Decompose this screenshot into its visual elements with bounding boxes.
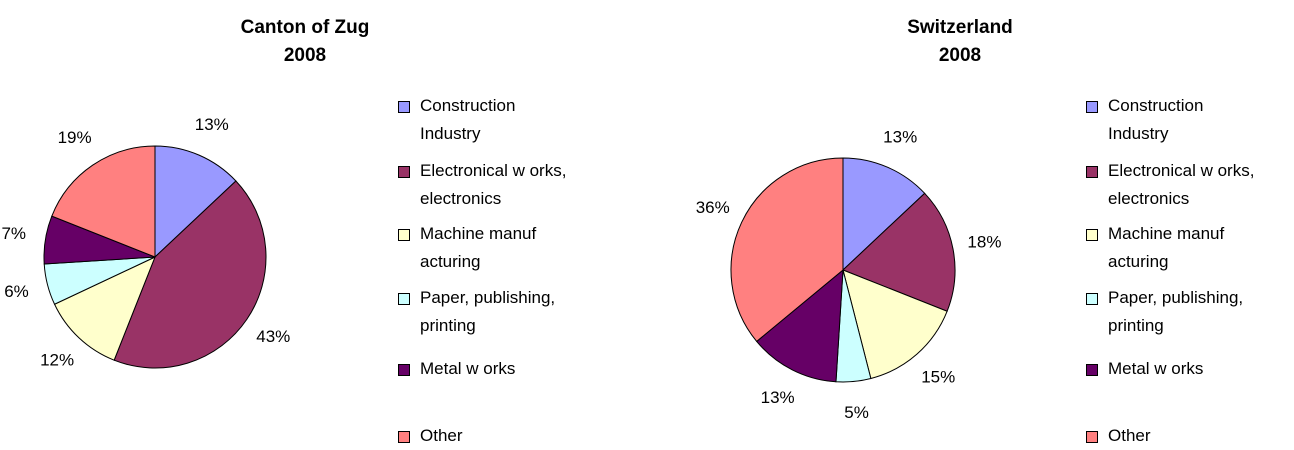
data-label: 13% — [883, 127, 917, 146]
legend-item: Metal w orks — [398, 355, 580, 383]
chart-subtitle: 2008 — [284, 45, 326, 66]
legend-label: Machine manuf acturing — [1108, 224, 1225, 271]
legend-swatch — [1086, 166, 1098, 178]
legend-item: Electronical w orks, electronics — [398, 157, 580, 213]
legend-label: Construction Industry — [420, 96, 516, 143]
legend-item: Paper, publishing, printing — [398, 284, 580, 340]
legend-item: Metal w orks — [1086, 355, 1268, 383]
legend-item: Paper, publishing, printing — [1086, 284, 1268, 340]
data-label: 12% — [40, 351, 74, 370]
pie-slice — [53, 256, 156, 361]
pie-slice — [842, 192, 956, 312]
data-label: 15% — [921, 368, 955, 387]
data-label: 43% — [256, 327, 290, 346]
legend-swatch — [398, 166, 410, 178]
legend-swatch — [398, 293, 410, 305]
chart-subtitle: 2008 — [939, 45, 981, 66]
legend-item: Construction Industry — [398, 92, 580, 148]
data-label: 13% — [761, 388, 795, 407]
data-label: 13% — [195, 115, 229, 134]
legend-swatch — [1086, 364, 1098, 376]
legend-item: Construction Industry — [1086, 92, 1268, 148]
legend-label: Paper, publishing, printing — [1108, 288, 1244, 335]
legend-swatch — [398, 229, 410, 241]
legend-swatch — [1086, 101, 1098, 113]
data-label: 19% — [58, 128, 92, 147]
legend-label: Machine manuf acturing — [420, 224, 537, 271]
pie-slice — [154, 145, 237, 259]
legend-label: Metal w orks — [420, 359, 516, 378]
legend-label: Construction Industry — [1108, 96, 1204, 143]
legend-label: Electronical w orks, electronics — [420, 161, 567, 208]
data-label: 36% — [696, 198, 730, 217]
legend-label: Other — [420, 426, 463, 445]
legend-swatch — [1086, 229, 1098, 241]
legend-label: Metal w orks — [1108, 359, 1204, 378]
legend-swatch — [1086, 431, 1098, 443]
pie-slice — [51, 145, 156, 258]
chart-title: Switzerland — [907, 17, 1013, 38]
legend-label: Electronical w orks, electronics — [1108, 161, 1255, 208]
legend-swatch — [1086, 293, 1098, 305]
legend-swatch — [398, 431, 410, 443]
legend-item: Machine manuf acturing — [398, 220, 580, 276]
legend-item: Electronical w orks, electronics — [1086, 157, 1268, 213]
data-label: 7% — [1, 224, 26, 243]
pie-slice — [842, 269, 948, 380]
pie-slice — [842, 157, 926, 272]
legend-item: Other — [1086, 422, 1268, 450]
data-label: 5% — [844, 403, 869, 422]
legend-item: Other — [398, 422, 580, 450]
pie-slice — [113, 180, 267, 369]
legend-label: Other — [1108, 426, 1151, 445]
data-label: 6% — [4, 282, 29, 301]
legend-swatch — [398, 101, 410, 113]
pie-slice — [730, 157, 844, 343]
legend-swatch — [398, 364, 410, 376]
chart-title: Canton of Zug — [241, 17, 370, 38]
legend-item: Machine manuf acturing — [1086, 220, 1268, 276]
pie-slice — [755, 268, 844, 383]
legend-label: Paper, publishing, printing — [420, 288, 556, 335]
data-label: 18% — [967, 233, 1001, 252]
